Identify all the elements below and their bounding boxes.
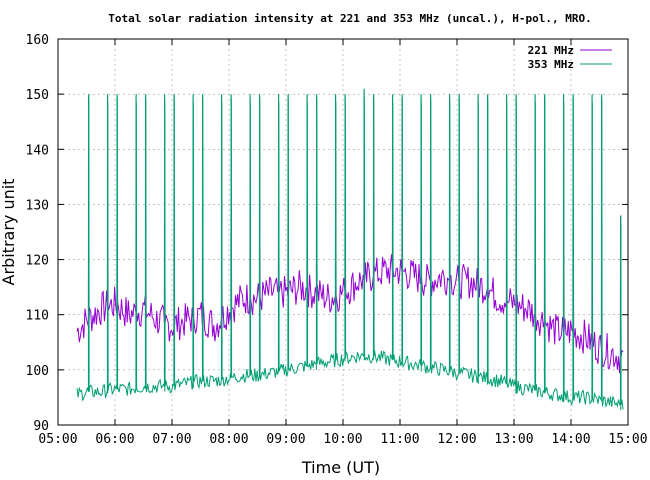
chart-title: Total solar radiation intensity at 221 a… — [108, 12, 591, 25]
tick-labels: 90 100 110 120 130 140 150 160 05:00 06:00 07:00 08… — [26, 33, 648, 447]
x-tick-label-8: 13:00 — [494, 432, 533, 447]
series-line-353-mhz — [76, 88, 624, 411]
legend-label-221mhz: 221 MHz — [528, 44, 574, 57]
plot-frame — [57, 38, 629, 426]
x-tick-label-2: 07:00 — [152, 432, 191, 447]
x-tick-label-3: 08:00 — [209, 432, 248, 447]
x-tick-label-1: 06:00 — [95, 432, 134, 447]
y-tick-label-160: 160 — [26, 33, 49, 48]
y-tick-label-110: 110 — [26, 309, 49, 324]
ticks — [57, 38, 629, 426]
y-tick-label-130: 130 — [26, 198, 49, 213]
x-tick-label-10: 15:00 — [608, 432, 647, 447]
x-tick-label-7: 12:00 — [437, 432, 476, 447]
x-tick-label-5: 10:00 — [323, 432, 362, 447]
y-axis-title: Arbitrary unit — [0, 179, 18, 286]
series-line-221-mhz — [76, 187, 624, 374]
x-axis-title: Time (UT) — [301, 458, 380, 477]
x-tick-label-0: 05:00 — [38, 432, 77, 447]
y-tick-label-150: 150 — [26, 88, 49, 103]
legend-label-353mhz: 353 MHz — [528, 58, 574, 71]
y-tick-label-120: 120 — [26, 254, 49, 269]
y-tick-label-100: 100 — [26, 364, 49, 379]
legend: 221 MHz 353 MHz — [528, 44, 612, 71]
x-tick-label-6: 11:00 — [380, 432, 419, 447]
x-tick-label-4: 09:00 — [266, 432, 305, 447]
series-layer — [76, 88, 624, 411]
y-tick-label-140: 140 — [26, 143, 49, 158]
y-tick-label-90: 90 — [33, 419, 49, 434]
x-tick-label-9: 14:00 — [551, 432, 590, 447]
grid — [58, 39, 628, 425]
